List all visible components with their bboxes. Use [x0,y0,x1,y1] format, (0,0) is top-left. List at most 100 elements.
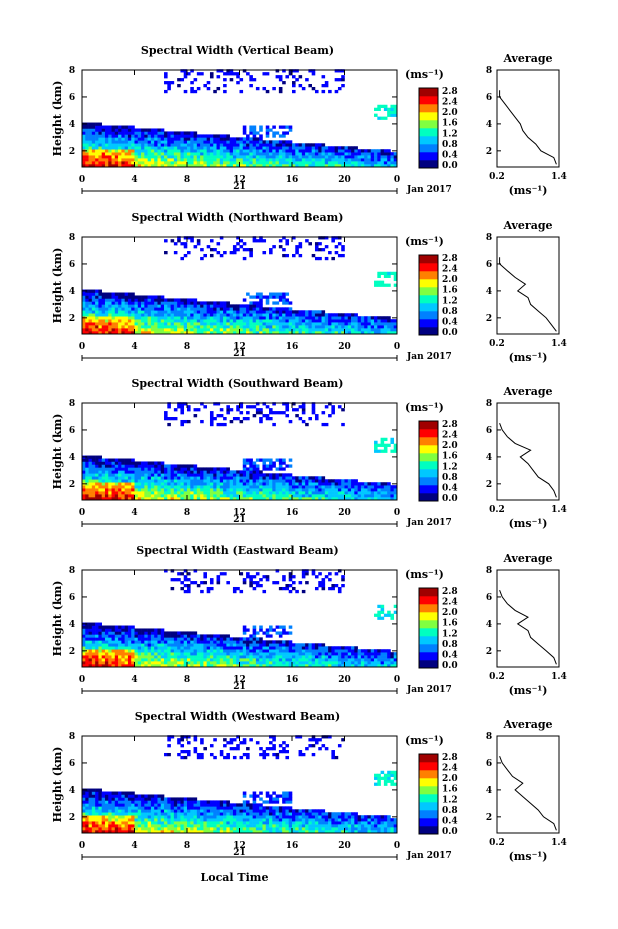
heatmap-cell [167,652,171,656]
heatmap-cell [216,488,221,492]
heatmap-cell [190,322,194,326]
heatmap-cell [278,245,283,249]
heatmap-cell [249,494,253,498]
heatmap-cell [259,146,263,150]
heatmap-cell [190,497,194,501]
heatmap-cell [137,470,142,474]
heatmap-cell [134,640,139,644]
heatmap-cell [177,313,181,317]
heatmap-cell [190,637,194,641]
heatmap-cell [137,164,142,168]
heatmap-cell [374,491,378,495]
heatmap-cell [337,158,342,162]
heatmap-cell [167,637,171,641]
heatmap-cell [114,485,119,489]
heatmap-cell [292,479,296,483]
heatmap-cell [262,631,267,635]
heatmap-cell [288,476,293,480]
heatmap-cell [331,158,335,162]
heatmap-cell [88,152,93,156]
heatmap-cell [226,497,230,501]
heatmap-cell [288,325,293,329]
heatmap-cell [223,164,227,168]
heatmap-cell [157,464,162,468]
heatmap-cell [265,649,270,653]
heatmap-cell [82,146,86,150]
heatmap-cell [262,575,267,579]
heatmap-cell [236,482,240,486]
heatmap-cell [82,161,86,165]
heatmap-cell [200,634,204,638]
heatmap-cell [137,325,142,329]
heatmap-cell [246,152,250,156]
heatmap-cell [104,134,109,138]
heatmap-cell [118,661,122,665]
heatmap-cell [95,473,99,477]
heatmap-cell [200,419,204,424]
heatmap-cell [301,155,306,159]
heatmap-cell [193,476,198,480]
heatmap-cell [341,152,345,156]
heatmap-cell [111,161,116,165]
heatmap-cell [111,155,116,159]
heatmap-cell [190,140,194,144]
heatmap-cell [187,298,191,302]
heatmap-cell [272,402,276,406]
heatmap-cell [85,155,89,159]
heatmap-cell [108,301,112,305]
heatmap-cell [121,637,125,641]
heatmap-cell [131,461,135,465]
heatmap-cell [104,319,109,323]
heatmap-cell [114,128,119,132]
heatmap-cell [301,164,306,168]
heatmap-cell [134,491,139,495]
heatmap-cell [246,411,250,415]
heatmap-cell [285,584,290,588]
heatmap-cell [167,307,171,311]
heatmap-cell [393,497,398,501]
heatmap-cell [177,304,181,308]
heatmap-cell [118,155,122,159]
heatmap-cell [95,482,99,486]
heatmap-cell [190,479,194,483]
heatmap-cell [232,652,237,656]
heatmap-cell [344,485,349,489]
heatmap-cell [364,316,368,320]
heatmap-cell [288,319,293,323]
heatmap-cell [242,256,247,261]
heatmap-cell [82,640,86,644]
colorbar-swatch [419,620,438,629]
heatmap-cell [216,140,221,144]
heatmap-cell [196,482,201,486]
heatmap-cell [203,253,207,258]
heatmap-cell [206,658,211,662]
heatmap-cell [144,131,148,135]
heatmap-cell [98,649,102,653]
heatmap-cell [367,161,372,165]
heatmap-cell [288,69,293,73]
heatmap-cell [278,161,283,165]
heatmap-cell [344,328,349,332]
heatmap-cell [88,161,93,165]
heatmap-cell [88,319,93,323]
heatmap-cell [298,491,303,495]
heatmap-cell [259,643,263,647]
heatmap-cell [324,331,329,335]
heatmap-cell [269,292,273,296]
heatmap-cell [232,251,237,255]
heatmap-cell [131,476,135,480]
heatmap-cell [157,461,162,465]
heatmap-cell [328,646,332,650]
heatmap-cell [252,301,257,305]
heatmap-cell [88,640,93,644]
heatmap-cell [127,304,132,308]
heatmap-cell [147,646,152,650]
heatmap-cell [262,655,267,659]
heatmap-cell [180,482,185,486]
heatmap-cell [324,245,329,249]
heatmap-cell [104,292,109,296]
heatmap-cell [177,158,181,162]
heatmap-cell [95,331,99,335]
heatmap-cell [236,310,240,314]
heatmap-cell [118,637,122,641]
